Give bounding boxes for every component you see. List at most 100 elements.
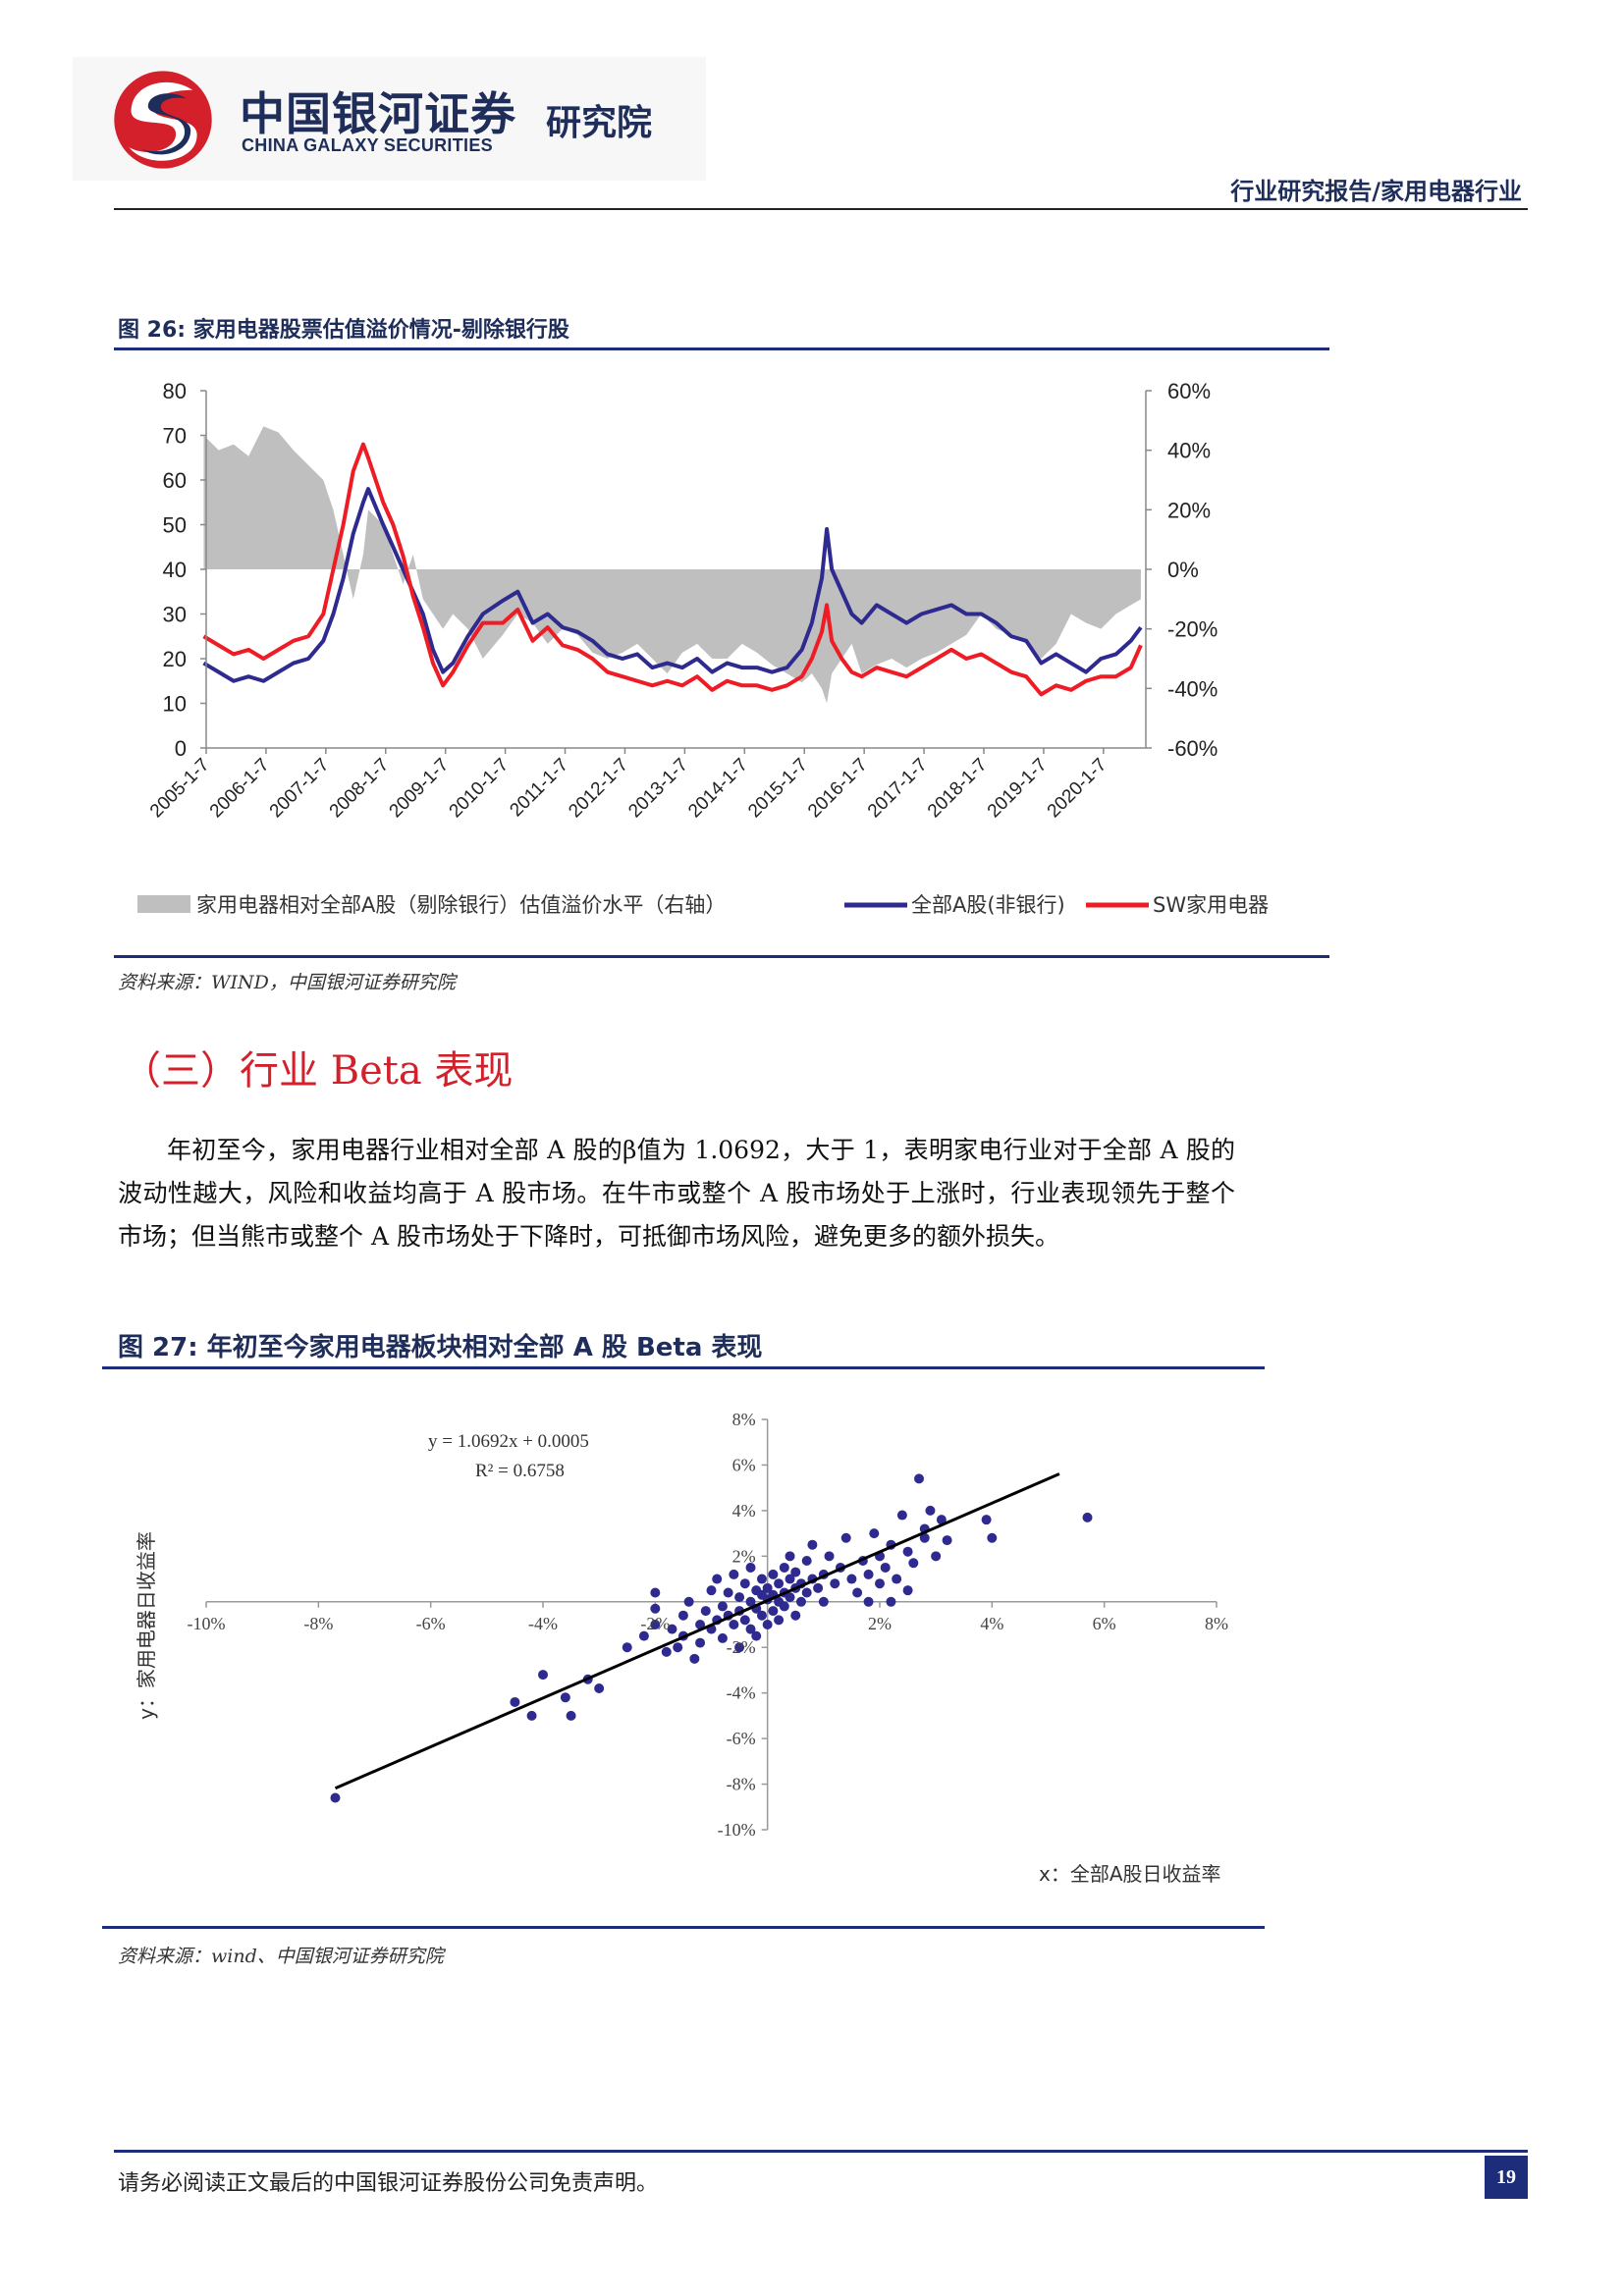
x-tick-label: 2011-1-7 <box>506 755 572 822</box>
data-point <box>638 1630 649 1641</box>
data-point <box>931 1551 942 1562</box>
data-point <box>712 1574 723 1584</box>
data-point <box>717 1632 728 1643</box>
data-point <box>762 1582 773 1593</box>
r-squared-label: R² = 0.6758 <box>475 1461 565 1481</box>
data-point <box>863 1569 874 1579</box>
data-point <box>925 1505 936 1516</box>
figure27-top-rule <box>102 1366 1265 1369</box>
data-point <box>756 1610 767 1621</box>
data-point <box>981 1515 992 1525</box>
right-tick-label: 0% <box>1167 558 1199 582</box>
data-point <box>723 1587 733 1598</box>
premium-area-shape <box>203 426 1141 704</box>
data-point <box>667 1624 677 1634</box>
data-point <box>739 1615 750 1626</box>
scatter-points <box>330 1473 1093 1803</box>
x-tick-label: -6% <box>416 1614 446 1633</box>
data-point <box>942 1535 952 1546</box>
sw-home-appliance-line <box>202 442 1143 697</box>
x-tick-label: 2010-1-7 <box>446 755 514 823</box>
figure27-source: 资料来源：wind、中国银河证券研究院 <box>118 1946 444 1967</box>
data-point <box>739 1578 750 1589</box>
x-tick-label: 2018-1-7 <box>924 755 992 823</box>
data-point <box>745 1596 756 1607</box>
data-point <box>936 1515 947 1525</box>
data-point <box>650 1603 661 1614</box>
data-point <box>560 1692 570 1703</box>
figure26-top-rule <box>114 347 1329 350</box>
left-tick-label: 10 <box>163 692 187 717</box>
data-point <box>790 1610 801 1621</box>
data-point <box>785 1551 795 1562</box>
figure27-title: 图 27: 年初至今家用电器板块相对全部 A 股 Beta 表现 <box>118 1333 763 1362</box>
data-point <box>869 1528 880 1539</box>
data-point <box>846 1574 857 1584</box>
x-tick-label: 4% <box>980 1614 1003 1633</box>
data-point <box>729 1620 739 1629</box>
left-tick-label: 30 <box>163 603 187 627</box>
y-axis-title: y：家用电器日收益率 <box>135 1531 158 1720</box>
data-point <box>734 1592 745 1603</box>
data-point <box>774 1615 785 1626</box>
data-point <box>801 1587 812 1598</box>
section-heading: （三）行业 Beta 表现 <box>122 1048 514 1094</box>
y-tick-label: 6% <box>732 1455 756 1474</box>
data-point <box>756 1574 767 1584</box>
data-point <box>801 1555 812 1566</box>
report-category-label: 行业研究报告/家用电器行业 <box>1230 178 1522 205</box>
data-point <box>779 1562 789 1573</box>
regression-equation: y = 1.0692x + 0.0005 <box>428 1431 589 1452</box>
data-point <box>695 1637 706 1648</box>
data-point <box>896 1510 907 1521</box>
y-tick-label: 8% <box>732 1410 756 1429</box>
data-point <box>774 1578 785 1589</box>
data-point <box>734 1642 745 1653</box>
x-tick-label: 2008-1-7 <box>326 755 394 823</box>
data-point <box>892 1574 902 1584</box>
right-tick-label: -60% <box>1167 736 1218 761</box>
x-tick-label: 2020-1-7 <box>1044 755 1111 823</box>
x-tick-label: 8% <box>1205 1614 1228 1633</box>
data-point <box>683 1596 694 1607</box>
data-point <box>908 1558 919 1569</box>
body-paragraph: 年初至今，家用电器行业相对全部 A 股的β值为 1.0692，大于 1，表明家电… <box>118 1136 1235 1251</box>
data-point <box>526 1710 537 1721</box>
data-point <box>886 1596 896 1607</box>
data-point <box>914 1473 925 1484</box>
right-tick-label: -20% <box>1167 617 1218 642</box>
footer-rule <box>114 2150 1528 2153</box>
data-point <box>677 1610 688 1621</box>
trend-line <box>334 1472 1060 1790</box>
data-point <box>768 1569 779 1579</box>
data-point <box>790 1567 801 1577</box>
x-tick-label: -2% <box>640 1614 670 1633</box>
beta-scatter-chart: -10% -8% -6% -4% -2% 2% 4% 6% 8% 8% 6% 4% 2% -2% -4% -6… <box>135 1410 1228 1886</box>
left-tick-label: 70 <box>163 424 187 449</box>
data-point <box>330 1792 341 1803</box>
data-point <box>880 1562 891 1573</box>
right-tick-label: 40% <box>1167 439 1211 463</box>
valuation-premium-chart: 80 70 60 50 40 30 20 10 0 60% 40% 20% 0% -20% -40% -60%… <box>137 379 1269 917</box>
figure26-source: 资料来源：WIND，中国银河证券研究院 <box>118 972 456 993</box>
left-tick-label: 40 <box>163 558 187 582</box>
figure27-bottom-rule <box>102 1926 1265 1929</box>
data-point <box>650 1620 661 1629</box>
x-tick-label: 6% <box>1093 1614 1116 1633</box>
left-tick-label: 80 <box>163 379 187 403</box>
x-tick-label: -8% <box>303 1614 333 1633</box>
x-tick-label: -4% <box>528 1614 558 1633</box>
x-tick-label: 2006-1-7 <box>206 755 274 823</box>
all-a-share-line <box>202 487 1143 683</box>
x-tick-label: 2015-1-7 <box>744 755 812 823</box>
data-point <box>706 1585 717 1596</box>
x-tick-label: 2017-1-7 <box>864 755 932 823</box>
data-point <box>762 1620 773 1629</box>
right-tick-label: 60% <box>1167 379 1211 403</box>
galaxy-logo-icon <box>114 71 212 169</box>
logo-english-name: CHINA GALAXY SECURITIES <box>242 135 493 155</box>
figure26-title: 图 26: 家用电器股票估值溢价情况-剔除银行股 <box>118 318 569 343</box>
y-tick-label: -8% <box>727 1775 756 1794</box>
data-point <box>818 1596 829 1607</box>
data-point <box>919 1532 930 1543</box>
